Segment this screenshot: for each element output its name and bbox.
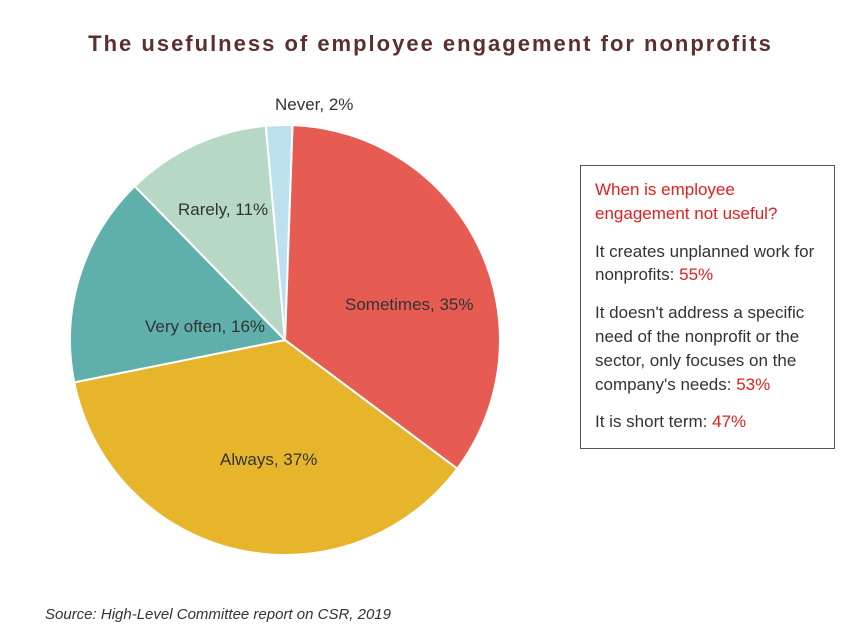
sidebar-item-1: It doesn't address a specific need of th… <box>595 301 820 396</box>
sidebar-item-text: It doesn't address a specific need of th… <box>595 303 804 393</box>
pie-chart: Sometimes, 35% Always, 37% Very often, 16%… <box>50 105 520 575</box>
sidebar-item-text: It is short term: <box>595 412 712 431</box>
sidebar-item-pct: 53% <box>736 375 770 394</box>
slice-label-always: Always, 37% <box>220 450 317 470</box>
source-line: Source: High-Level Committee report on C… <box>45 606 391 623</box>
slice-label-rarely: Rarely, 11% <box>178 200 268 220</box>
slice-label-never: Never, 2% <box>275 95 353 115</box>
sidebar-item-2: It is short term: 47% <box>595 410 820 434</box>
sidebar-item-pct: 55% <box>679 265 713 284</box>
sidebar-question: When is employee engagement not useful? <box>595 178 820 226</box>
sidebar-box: When is employee engagement not useful? … <box>580 165 835 449</box>
slice-label-very-often: Very often, 16% <box>145 317 265 337</box>
sidebar-item-pct: 47% <box>712 412 746 431</box>
slice-label-sometimes: Sometimes, 35% <box>345 295 474 315</box>
chart-title: The usefulness of employee engagement fo… <box>0 0 861 59</box>
sidebar-item-0: It creates unplanned work for nonprofits… <box>595 240 820 288</box>
